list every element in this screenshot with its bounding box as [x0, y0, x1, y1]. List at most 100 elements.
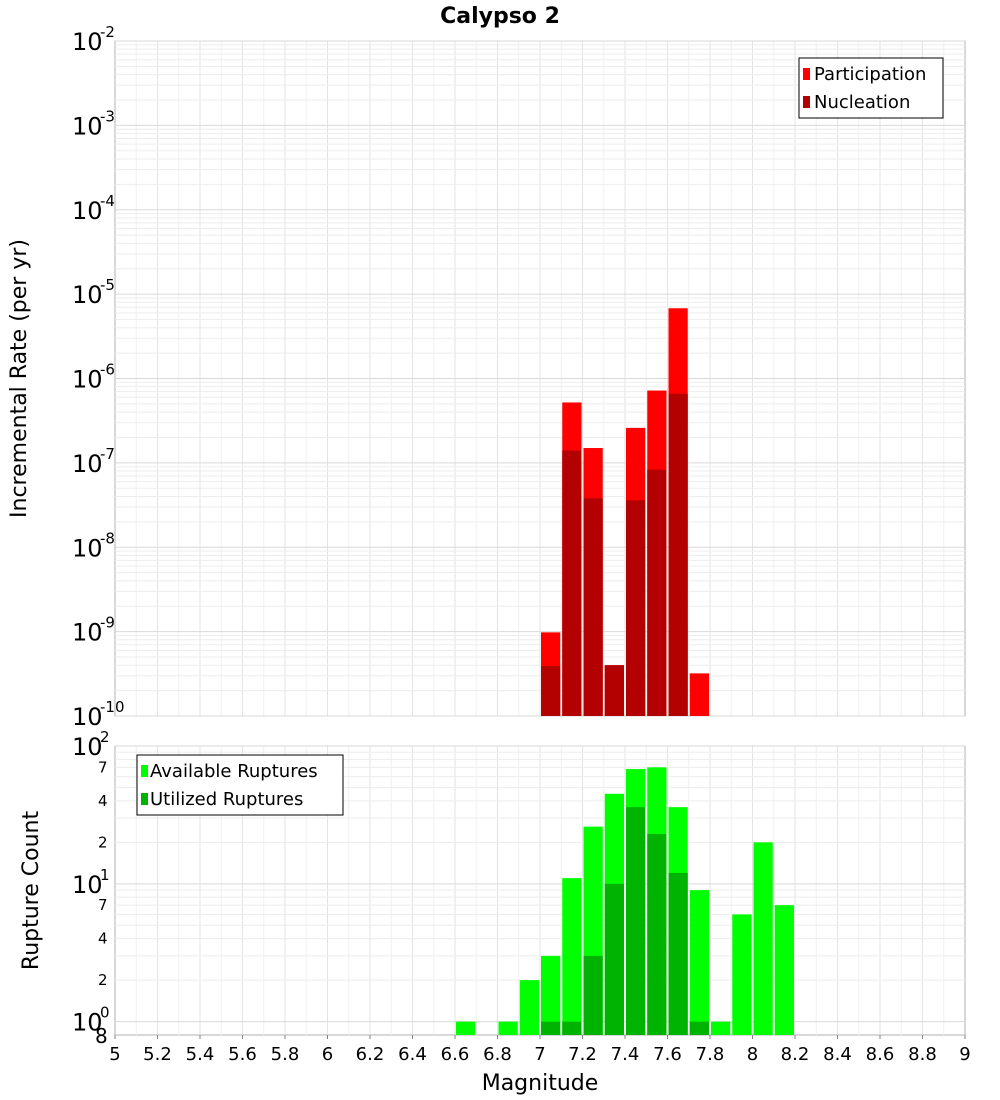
count-bar-available-ruptures — [498, 1021, 518, 1035]
y-minor-tick-label: 7 — [98, 758, 108, 776]
count-bar-available-ruptures — [519, 980, 539, 1035]
y-tick-exponent: 2 — [100, 728, 110, 746]
y-tick-exponent: -6 — [100, 361, 115, 379]
count-bar-available-ruptures — [732, 914, 752, 1035]
x-tick-label: 8.2 — [781, 1044, 810, 1065]
x-tick-label: 7.6 — [653, 1044, 682, 1065]
x-tick-label: 5 — [109, 1044, 120, 1065]
rate-bar-nucleation — [604, 665, 624, 716]
count-bar-available-ruptures — [541, 955, 561, 1035]
count-plot-y-axis-label: Rupture Count — [19, 811, 44, 971]
rate-bar-nucleation — [668, 393, 688, 716]
rate-plot-legend: Participation Nucleation — [798, 57, 944, 119]
legend-label: Available Ruptures — [150, 761, 318, 782]
legend-swatch — [141, 765, 148, 777]
legend-box — [798, 57, 944, 119]
y-tick-label: 10 — [72, 534, 103, 562]
x-tick-label: 6.6 — [441, 1044, 470, 1065]
x-tick-label: 7.2 — [568, 1044, 597, 1065]
y-tick-label: 10 — [72, 871, 103, 899]
legend-label: Utilized Ruptures — [150, 789, 303, 810]
count-bar-available-ruptures — [562, 878, 582, 1035]
legend-label: Nucleation — [814, 92, 910, 113]
y-tick-exponent: -10 — [100, 698, 125, 716]
y-tick-label: 10 — [72, 112, 103, 140]
y-tick-label: 10 — [72, 1009, 103, 1037]
y-tick-exponent: -3 — [100, 107, 115, 125]
x-tick-label: 9 — [959, 1044, 970, 1065]
y-minor-tick-label: 2 — [98, 971, 108, 989]
x-tick-label: 5.2 — [143, 1044, 172, 1065]
x-axis-ticks: 5 5.2 5.4 5.6 5.8 6 6.2 6.4 6.6 6.8 7 7.2 7.4 7.6 7.8 8… — [109, 1035, 971, 1065]
rate-bar-nucleation — [626, 500, 646, 716]
y-minor-tick-label: 7 — [98, 896, 108, 914]
x-tick-label: 6.2 — [356, 1044, 385, 1065]
count-plot-legend: Available Ruptures Utilized Ruptures — [136, 754, 344, 816]
y-tick-label: 10 — [72, 619, 103, 647]
x-tick-label: 8.4 — [823, 1044, 852, 1065]
count-bar-utilized-ruptures — [562, 1021, 582, 1035]
y-tick-exponent: -8 — [100, 529, 115, 547]
rate-bar-participation — [689, 673, 709, 716]
y-minor-tick-label: 8 — [95, 1024, 108, 1048]
rate-plot-y-axis-label: Incremental Rate (per yr) — [7, 239, 32, 518]
count-bar-utilized-ruptures — [626, 807, 646, 1035]
count-bar-utilized-ruptures — [668, 872, 688, 1035]
x-tick-label: 7.4 — [611, 1044, 640, 1065]
x-tick-label: 6 — [322, 1044, 333, 1065]
count-bar-available-ruptures — [711, 1021, 731, 1035]
count-bar-available-ruptures — [456, 1021, 476, 1035]
legend-box — [136, 754, 344, 816]
y-tick-label: 10 — [72, 197, 103, 225]
y-tick-label: 10 — [72, 366, 103, 394]
legend-swatch — [803, 68, 810, 80]
rate-bar-nucleation — [583, 498, 603, 716]
y-tick-label: 10 — [72, 281, 103, 309]
x-tick-label: 7 — [534, 1044, 545, 1065]
y-minor-tick-label: 2 — [98, 833, 108, 851]
legend-swatch — [141, 793, 148, 805]
x-tick-label: 7.8 — [696, 1044, 725, 1065]
count-bar-available-ruptures — [774, 905, 794, 1035]
rate-bar-nucleation — [562, 450, 582, 716]
x-tick-label: 5.8 — [271, 1044, 300, 1065]
y-tick-label: 10 — [72, 28, 103, 56]
rate-plot-bars — [541, 308, 709, 716]
y-tick-label: 10 — [72, 450, 103, 478]
y-tick-label: 10 — [72, 733, 103, 761]
count-bar-utilized-ruptures — [689, 1021, 709, 1035]
count-bar-utilized-ruptures — [541, 1021, 561, 1035]
count-bar-utilized-ruptures — [647, 833, 667, 1035]
y-tick-label: 10 — [72, 703, 103, 731]
x-tick-label: 6.8 — [483, 1044, 512, 1065]
y-tick-exponent: -2 — [100, 23, 115, 41]
rate-bar-nucleation — [647, 469, 667, 716]
count-plot-bars — [456, 767, 794, 1035]
x-tick-label: 5.4 — [186, 1044, 215, 1065]
count-bar-utilized-ruptures — [604, 883, 624, 1035]
rate-bar-nucleation — [541, 666, 561, 716]
rate-plot-grid — [115, 40, 965, 717]
x-tick-label: 8 — [747, 1044, 758, 1065]
legend-label: Participation — [814, 64, 926, 85]
chart-title: Calypso 2 — [440, 4, 560, 29]
count-bar-available-ruptures — [689, 890, 709, 1035]
x-axis-label: Magnitude — [482, 1071, 599, 1096]
x-tick-label: 6.4 — [398, 1044, 427, 1065]
legend-swatch — [803, 96, 810, 108]
x-tick-label: 8.6 — [866, 1044, 895, 1065]
y-tick-exponent: -7 — [100, 445, 115, 463]
x-tick-label: 8.8 — [908, 1044, 937, 1065]
y-minor-tick-label: 4 — [98, 930, 108, 948]
y-tick-exponent: 0 — [100, 1004, 110, 1022]
count-bar-available-ruptures — [753, 842, 773, 1035]
y-tick-exponent: -9 — [100, 614, 115, 632]
x-tick-label: 5.6 — [228, 1044, 257, 1065]
y-minor-tick-label: 4 — [98, 792, 108, 810]
y-tick-exponent: 1 — [100, 866, 110, 884]
y-tick-exponent: -5 — [100, 276, 115, 294]
